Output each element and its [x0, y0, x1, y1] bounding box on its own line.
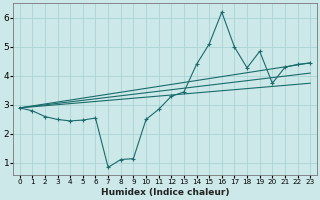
- X-axis label: Humidex (Indice chaleur): Humidex (Indice chaleur): [101, 188, 229, 197]
